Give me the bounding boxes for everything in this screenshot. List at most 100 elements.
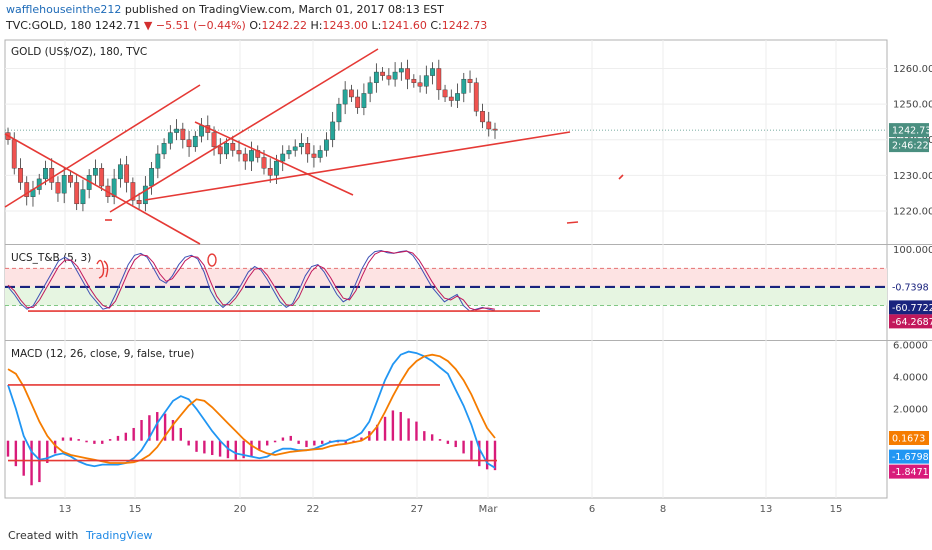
candle-body [305,143,311,155]
histogram-bar [462,440,465,454]
histogram-bar [391,410,395,441]
histogram-bar [273,440,277,443]
candle-body [342,89,348,105]
candle-body [317,150,323,158]
histogram-bar [46,440,49,463]
hand-annotation [207,253,217,267]
stoch-d-tag-bg [889,314,932,329]
histogram-bar [148,415,151,441]
histogram-bar [179,427,183,441]
author-link[interactable]: wafflehouseinthe212 [6,3,122,16]
macd-series-line [7,350,496,469]
histogram-bar [101,440,104,444]
close-value: 1242.73 [441,19,488,32]
trendline [566,221,579,224]
histogram-bar [124,432,128,441]
stoch-k-tag: -60.7722 [892,303,932,314]
publish-header: wafflehouseinthe212 published on Trading… [6,3,444,16]
histogram-bar [266,440,269,446]
histogram-bar [77,439,80,441]
stoch-k-tag-bg [889,300,932,315]
trendline [618,174,624,180]
oversold-band [5,286,887,306]
histogram-bar [6,440,10,457]
histogram-bar [93,440,96,444]
candle-body [386,75,392,80]
histogram-bar [53,440,57,454]
candle-body [130,182,136,201]
price-tick-label: 1220.00 [893,206,932,217]
candle-body [405,68,410,80]
trendline [144,131,571,201]
candle-body [167,132,173,144]
candle-body [242,153,248,162]
candle-body [186,139,192,148]
candle-body [174,128,179,133]
hist-tag: -1.8471 [892,467,929,478]
time-tick-label: 6 [589,504,595,515]
candle-body [261,157,267,169]
macd-tag: -1.6798 [892,452,929,463]
candle-body [299,143,304,148]
candle-body [367,82,373,94]
histogram-bar [14,440,18,467]
price-tick-label: 1260.00 [893,64,932,75]
stoch-pane-title: UCS_T&B (5, 3) [11,252,91,264]
histogram-bar [399,412,402,441]
histogram-bar [30,440,33,486]
time-tick-label: 13 [59,504,72,515]
histogram-bar [470,440,473,460]
time-tick-label: 15 [830,504,843,515]
candle-body [330,121,336,140]
histogram-bar [446,440,450,444]
change-text: −5.51 (−0.44%) [155,19,246,32]
chart-stage[interactable]: 1315202227Mar6813151220.001230.001240.00… [0,37,932,522]
histogram-bar [234,440,237,460]
time-tick-label: 27 [411,504,424,515]
candle-body [192,135,198,148]
histogram-bar [423,431,426,441]
candle-body [93,168,98,176]
open-label: O: [249,19,262,32]
histogram-bar [297,440,300,444]
candle-body [311,153,317,158]
price-tick-label: 1230.00 [893,171,932,182]
last-price: 1242.71 [94,19,141,32]
time-tick-label: 13 [760,504,773,515]
time-tick-label: 20 [234,504,247,515]
candle-body [24,182,30,197]
open-value: 1242.22 [261,19,308,32]
stoch-d-tag: -64.2687 [892,317,932,328]
symbol-legend: TVC:GOLD, 180 1242.71 ▼ −5.51 (−0.44%) O… [6,19,487,32]
stoch-zero-tag-bg [889,280,932,295]
stoch-zero-tag: -0.7398 [892,283,929,294]
last-price-tag-bg [889,123,929,138]
time-tick-label: 15 [129,504,142,515]
trendline [4,133,201,245]
histogram-bar [203,440,206,454]
histogram-bar [344,440,347,444]
candle-body [280,153,286,162]
candle-body [211,132,217,148]
candle-body [267,168,273,176]
histogram-bar [407,418,410,441]
candle-body [373,71,379,83]
tradingview-brand[interactable]: TradingView [86,529,153,542]
histogram-bar [375,424,379,441]
time-tick-label: Mar [479,504,499,515]
candle-body [124,164,130,183]
candle-body [461,78,467,94]
candle-body [149,168,155,187]
macd-pane-title: MACD (12, 26, close, 9, false, true) [11,348,194,360]
candle-body [467,78,473,83]
candle-body [217,146,223,155]
macd-tick-label: 6.0000 [893,341,928,352]
macd-series-line [7,353,496,464]
candle-body [417,82,423,87]
histogram-bar [360,437,363,441]
candle-body [117,164,123,180]
candle-body [61,175,67,194]
candle-body [99,168,105,187]
time-tick-label: 8 [660,504,666,515]
macd-tag-bg [889,449,929,464]
